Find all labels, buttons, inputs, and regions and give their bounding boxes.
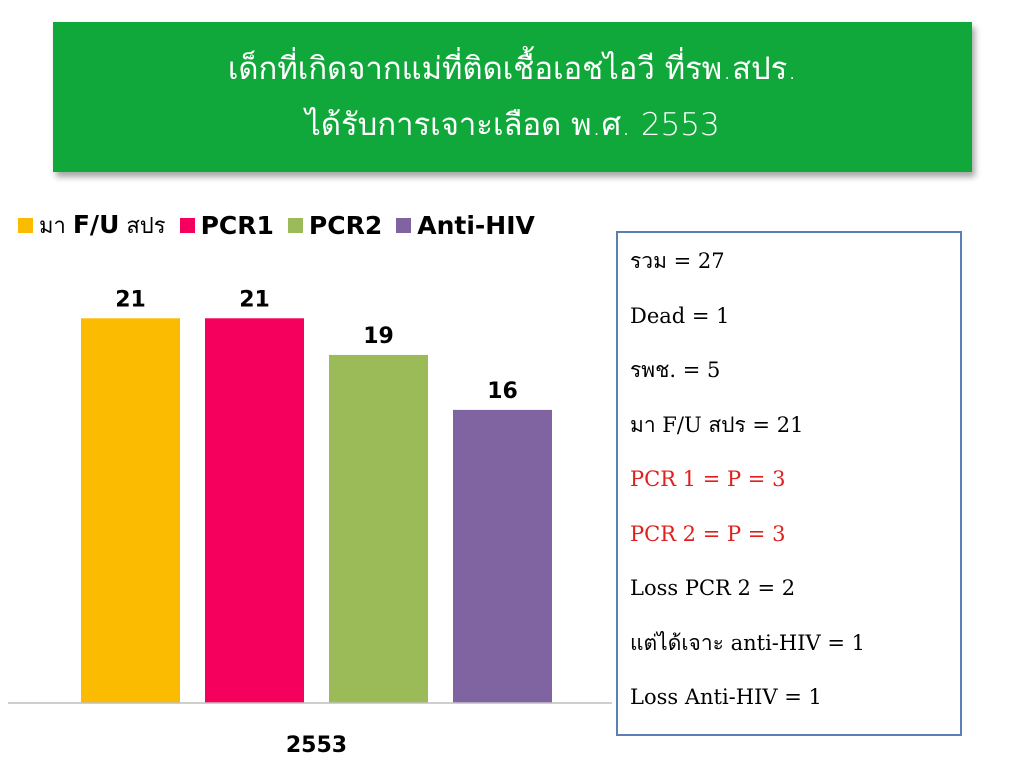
legend-label-antihiv: Anti-HIV bbox=[417, 210, 535, 240]
x-tick-label: 2553 bbox=[286, 733, 347, 758]
legend-swatch-fu bbox=[18, 217, 33, 233]
legend-item-pcr1: PCR1 bbox=[179, 210, 274, 240]
legend-label-fu: มา F/U สปร bbox=[39, 208, 166, 243]
legend-fu-prefix: มา bbox=[39, 213, 73, 239]
legend-item-fu: มา F/U สปร bbox=[18, 208, 166, 243]
bar-fu bbox=[81, 318, 180, 703]
legend-label-pcr2: PCR2 bbox=[308, 210, 383, 240]
data-label-pcr2: 19 bbox=[363, 324, 394, 349]
legend-item-antihiv: Anti-HIV bbox=[396, 211, 535, 240]
summary-line: รพช. = 5 bbox=[630, 358, 721, 382]
data-label-fu: 21 bbox=[115, 287, 146, 312]
summary-line: แต่ได้เจาะ anti-HIV = 1 bbox=[630, 630, 865, 655]
bar-pcr1 bbox=[205, 318, 304, 703]
summary-line: Loss PCR 2 = 2 bbox=[630, 576, 796, 600]
summary-line: รวม = 27 bbox=[630, 249, 725, 273]
summary-line: PCR 1 = P = 3 bbox=[630, 467, 786, 491]
legend-item-pcr2: PCR2 bbox=[287, 210, 383, 240]
legend-swatch-pcr2 bbox=[287, 217, 303, 233]
summary-line: มา F/U สปร = 21 bbox=[630, 412, 804, 437]
legend-swatch-antihiv bbox=[396, 217, 412, 233]
legend-swatch-pcr1 bbox=[179, 217, 195, 233]
data-label-pcr1: 21 bbox=[239, 287, 270, 312]
legend-label-pcr1: PCR1 bbox=[200, 210, 274, 240]
bar-pcr2 bbox=[329, 354, 428, 703]
bar-chart: 21 21 19 16 2553 bbox=[8, 287, 612, 758]
chart-legend: มา F/U สปร PCR1 PCR2 Anti-HIV bbox=[18, 205, 549, 245]
data-label-antihiv: 16 bbox=[487, 379, 518, 404]
title-line-2: ได้รับการเจาะเลือด พ.ศ. 2553 bbox=[305, 107, 720, 143]
summary-line: Dead = 1 bbox=[630, 303, 730, 328]
summary-box: รวม = 27 Dead = 1 รพช. = 5 มา F/U สปร = 21 P… bbox=[616, 231, 962, 736]
title-line-1: เด็กที่เกิดจากแม่ที่ติดเชื้อเอชไอวี ที่ร… bbox=[227, 51, 798, 87]
summary-line: PCR 2 = P = 3 bbox=[630, 521, 786, 546]
summary-line: Loss Anti-HIV = 1 bbox=[630, 685, 822, 709]
bar-antihiv bbox=[453, 409, 552, 703]
title-banner: เด็กที่เกิดจากแม่ที่ติดเชื้อเอชไอวี ที่ร… bbox=[53, 22, 972, 172]
legend-fu-bold: F/U bbox=[72, 209, 120, 239]
legend-fu-suffix: สปร bbox=[119, 213, 166, 239]
